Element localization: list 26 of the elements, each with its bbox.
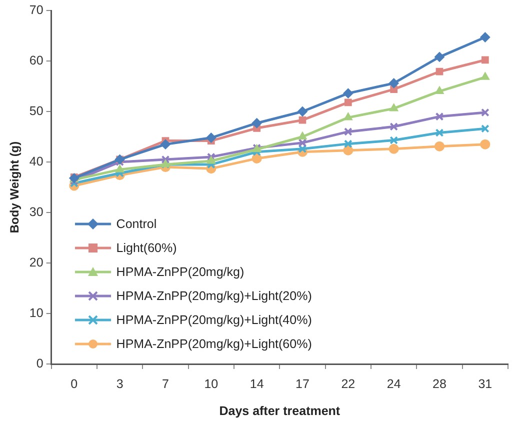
x-tick-label: 28	[432, 376, 446, 391]
y-tick-label: 70	[29, 2, 44, 17]
y-tick-label: 0	[36, 356, 44, 370]
x-tick-label: 31	[478, 376, 492, 391]
x-tick-label: 10	[204, 376, 218, 391]
x-tick-label: 0	[70, 376, 78, 391]
x-tick-label: 14	[250, 376, 264, 391]
y-tick-label: 20	[29, 255, 44, 270]
legend-label: HPMA-ZnPP(20mg/kg)+Light(60%)	[116, 337, 312, 351]
legend-label: Light(60%)	[116, 241, 177, 255]
y-tick-label: 10	[29, 306, 44, 320]
x-tick-label: 7	[162, 376, 169, 391]
y-tick-label: 40	[29, 154, 44, 168]
y-axis-title: Body Weight (g)	[8, 141, 22, 234]
y-tick-label: 60	[29, 53, 44, 68]
x-tick-label: 22	[341, 376, 356, 391]
x-axis-title: Days after treatment	[219, 404, 341, 418]
legend-label: HPMA-ZnPP(20mg/kg)	[116, 265, 244, 279]
legend-label: HPMA-ZnPP(20mg/kg)+Light(20%)	[116, 289, 312, 303]
x-tick-label: 17	[296, 376, 310, 391]
x-tick-label: 24	[386, 376, 401, 391]
x-tick-label: 3	[116, 376, 124, 391]
legend-label: Control	[116, 217, 157, 231]
y-tick-label: 50	[29, 104, 44, 118]
legend-label: HPMA-ZnPP(20mg/kg)+Light(40%)	[116, 313, 312, 327]
y-tick-label: 30	[29, 204, 44, 219]
